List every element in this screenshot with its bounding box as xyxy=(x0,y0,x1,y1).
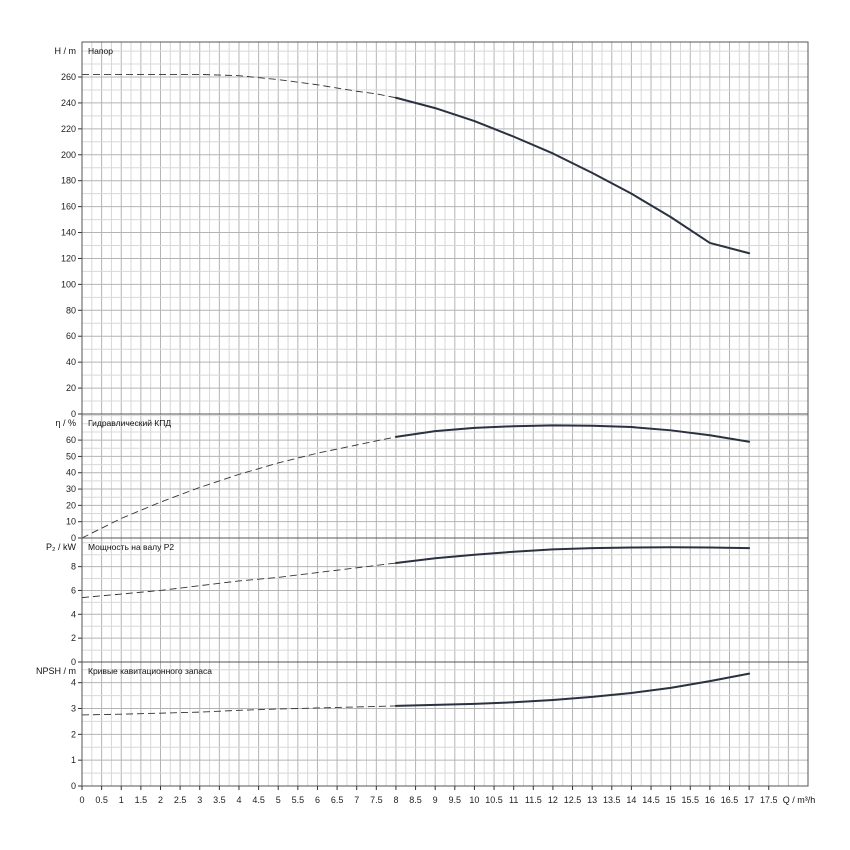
x-tick-label: 3 xyxy=(197,795,202,805)
x-tick-label: 10 xyxy=(469,795,479,805)
x-tick-label: 8.5 xyxy=(409,795,422,805)
x-tick-label: 12.5 xyxy=(564,795,582,805)
x-tick-label: 15 xyxy=(666,795,676,805)
x-tick-label: 17.5 xyxy=(760,795,778,805)
curve-dashed-segment xyxy=(81,705,396,716)
curve-solid-segment xyxy=(394,96,751,255)
panel-title: Напор xyxy=(88,46,113,56)
y-tick-label: 2 xyxy=(71,729,76,739)
x-tick-label: 10.5 xyxy=(485,795,503,805)
y-tick-label: 100 xyxy=(61,279,76,289)
y-axis-label: P₂ / kW xyxy=(46,542,76,552)
y-tick-label: 0 xyxy=(71,781,76,791)
x-tick-label: 11.5 xyxy=(525,795,542,805)
curve-dashed-segment xyxy=(81,562,397,599)
y-tick-label: 20 xyxy=(66,383,76,393)
y-tick-label: 0 xyxy=(71,533,76,543)
y-tick-label: 180 xyxy=(61,176,76,186)
x-tick-label: 1.5 xyxy=(135,795,148,805)
y-tick-label: 220 xyxy=(61,124,76,134)
y-tick-label: 140 xyxy=(61,228,76,238)
x-tick-label: 6 xyxy=(315,795,320,805)
y-tick-label: 8 xyxy=(71,562,76,572)
x-axis-label: Q / m³/h xyxy=(783,795,816,805)
x-tick-label: 8 xyxy=(393,795,398,805)
y-tick-label: 260 xyxy=(61,72,76,82)
y-tick-label: 3 xyxy=(71,704,76,714)
x-tick-label: 11 xyxy=(509,795,518,805)
y-tick-label: 60 xyxy=(66,331,76,341)
y-axis-label: NPSH / m xyxy=(36,666,76,676)
curve-solid-segment xyxy=(394,424,751,443)
x-tick-label: 2.5 xyxy=(174,795,187,805)
x-tick-label: 12 xyxy=(548,795,558,805)
x-tick-label: 0 xyxy=(79,795,84,805)
x-tick-label: 14 xyxy=(626,795,636,805)
y-tick-label: 40 xyxy=(66,357,76,367)
y-tick-label: 60 xyxy=(66,435,76,445)
x-tick-label: 5 xyxy=(276,795,281,805)
x-tick-label: 9.5 xyxy=(449,795,462,805)
y-tick-label: 4 xyxy=(71,609,76,619)
y-tick-label: 40 xyxy=(66,468,76,478)
panel-frame xyxy=(81,661,809,787)
x-tick-label: 4.5 xyxy=(252,795,265,805)
curve-dashed-segment xyxy=(82,73,397,99)
x-tick-label: 7.5 xyxy=(370,795,383,805)
y-tick-label: 120 xyxy=(61,253,76,263)
x-tick-label: 0.5 xyxy=(95,795,108,805)
x-tick-label: 4 xyxy=(236,795,241,805)
y-tick-label: 20 xyxy=(66,500,76,510)
curve-layer xyxy=(81,73,751,716)
curve-solid-segment xyxy=(394,546,751,565)
y-tick-label: 30 xyxy=(66,484,76,494)
y-tick-label: 240 xyxy=(61,98,76,108)
y-tick-label: 6 xyxy=(71,585,76,595)
y-tick-label: 80 xyxy=(66,305,76,315)
y-tick-label: 10 xyxy=(66,517,76,527)
x-tick-label: 7 xyxy=(354,795,359,805)
text-layer: Q / m³/h 0204060801001201401601802002202… xyxy=(36,46,815,805)
panel-title: Гидравлический КПД xyxy=(88,418,171,428)
x-tick-label: 5.5 xyxy=(292,795,305,805)
y-tick-label: 0 xyxy=(71,409,76,419)
x-tick-label: 13.5 xyxy=(603,795,621,805)
x-tick-label: 14.5 xyxy=(642,795,660,805)
x-tick-label: 17 xyxy=(744,795,754,805)
x-tick-label: 3.5 xyxy=(213,795,226,805)
y-tick-label: 200 xyxy=(61,150,76,160)
x-tick-label: 16.5 xyxy=(721,795,739,805)
x-tick-label: 1 xyxy=(119,795,124,805)
x-tick-label: 2 xyxy=(158,795,163,805)
y-tick-label: 160 xyxy=(61,202,76,212)
y-axis-label: H / m xyxy=(55,46,77,56)
curve-solid-segment xyxy=(394,672,751,707)
panel-title: Кривые кавитационного запаса xyxy=(88,666,212,676)
y-tick-label: 0 xyxy=(71,657,76,667)
panel-title: Мощность на валу P2 xyxy=(88,542,174,552)
y-tick-label: 4 xyxy=(71,678,76,688)
x-tick-label: 16 xyxy=(705,795,715,805)
curve-dashed-segment xyxy=(81,436,397,539)
y-tick-label: 50 xyxy=(66,451,76,461)
y-tick-label: 1 xyxy=(71,755,76,765)
x-tick-label: 13 xyxy=(587,795,597,805)
x-tick-label: 6.5 xyxy=(331,795,344,805)
x-tick-label: 9 xyxy=(433,795,438,805)
y-tick-label: 2 xyxy=(71,633,76,643)
y-axis-label: η / % xyxy=(55,418,76,428)
frame-layer xyxy=(78,41,809,790)
x-tick-label: 15.5 xyxy=(682,795,700,805)
